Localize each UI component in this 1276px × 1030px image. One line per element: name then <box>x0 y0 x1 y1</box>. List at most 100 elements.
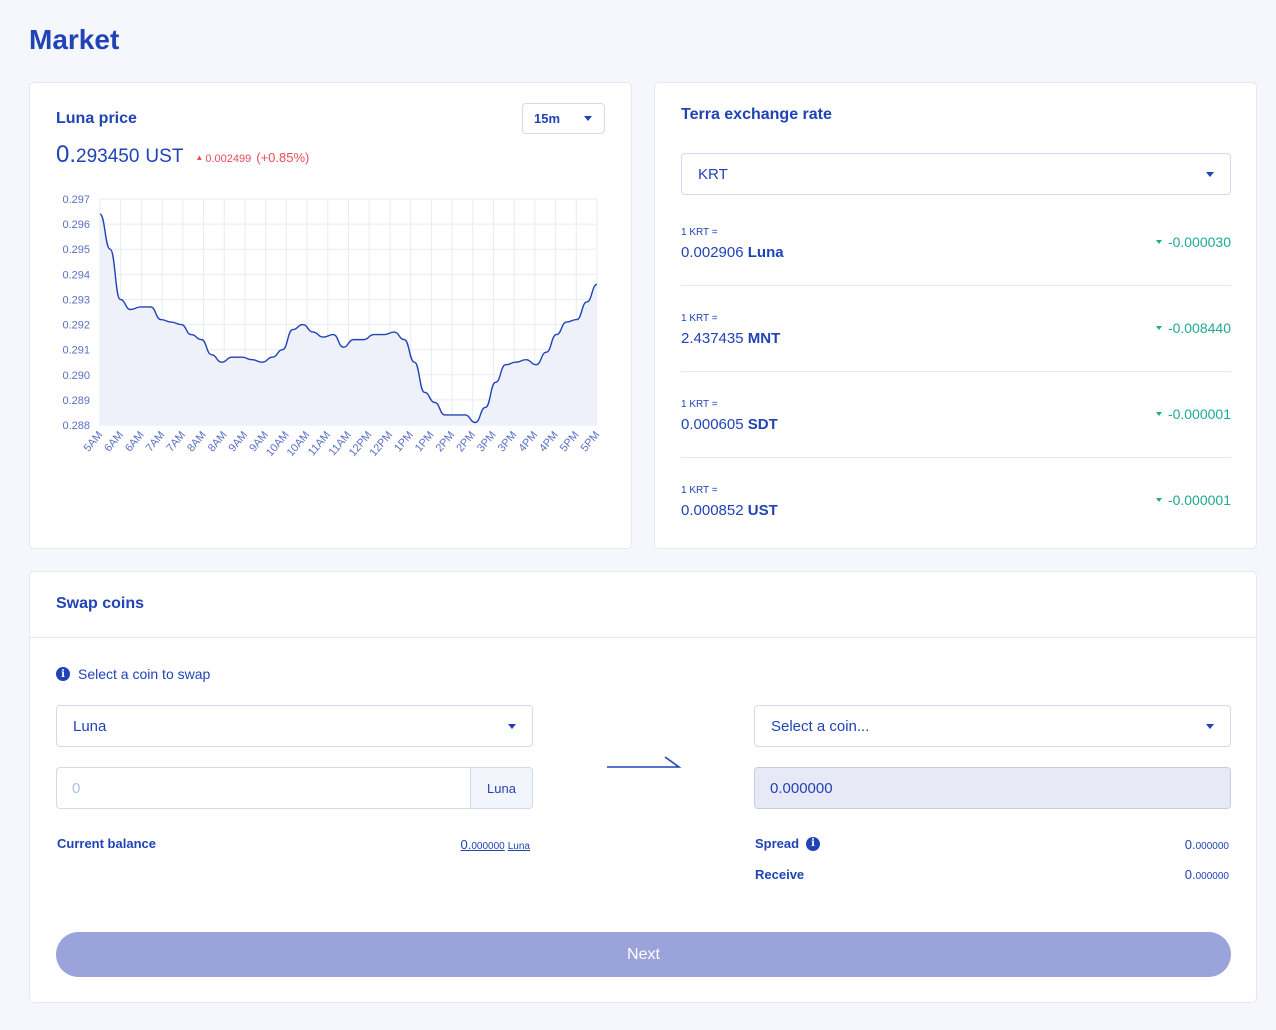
luna-price-title: Luna price <box>56 110 137 127</box>
y-tick-label: 0.294 <box>62 269 90 281</box>
swap-hint: i Select a coin to swap <box>56 666 210 682</box>
info-icon[interactable]: i <box>806 836 821 851</box>
x-tick-label: 8AM <box>185 429 209 454</box>
next-button[interactable]: Next <box>56 932 1231 977</box>
balance-label: Current balance <box>57 836 156 851</box>
to-coin-placeholder: Select a coin... <box>771 717 870 735</box>
x-tick-label: 4PM <box>516 429 540 454</box>
rate-symbol: MNT <box>747 330 781 347</box>
rate-value: 0.002906 Luna <box>681 244 784 261</box>
caret-down-icon <box>1155 326 1162 330</box>
rate-value: 0.000852 UST <box>681 502 778 519</box>
rate-label: 1 KRT = <box>681 313 718 324</box>
spread-label-text: Spread <box>755 836 800 851</box>
current-price: 0. 293450 UST ▲ 0.002499 (+0.85%) <box>56 141 309 169</box>
chevron-down-icon <box>1206 171 1214 177</box>
rate-change-value: -0.000030 <box>1167 234 1231 250</box>
y-tick-label: 0.291 <box>62 345 90 357</box>
rate-change: -0.000001 <box>1155 492 1231 508</box>
rate-value: 2.437435 MNT <box>681 330 780 347</box>
rate-number: 0.000605 <box>681 416 744 433</box>
price-unit: UST <box>145 146 184 167</box>
y-tick-label: 0.292 <box>62 320 90 332</box>
rate-row: 1 KRT = 0.000605 SDT -0.000001 <box>681 371 1231 457</box>
rate-symbol: SDT <box>747 416 778 433</box>
rate-change-value: -0.000001 <box>1167 492 1231 508</box>
receive-integer: 0. <box>1184 867 1196 882</box>
swap-output-field[interactable]: 0.000000 <box>754 767 1231 809</box>
rate-change: -0.000001 <box>1155 406 1231 422</box>
interval-value: 15m <box>534 111 561 126</box>
y-tick-label: 0.293 <box>62 294 90 306</box>
x-tick-label: 9AM <box>227 429 251 454</box>
y-tick-label: 0.296 <box>62 219 90 231</box>
to-coin-select[interactable]: Select a coin... <box>754 705 1231 747</box>
luna-price-chart: 0.297 0.296 0.295 0.294 0.293 0.292 0.291 0.290… <box>62 194 602 459</box>
exchange-rate-card: Terra exchange rate KRT 1 KRT = 0.002906… <box>654 82 1257 549</box>
rate-row: 1 KRT = 0.002906 Luna -0.000030 <box>681 199 1231 285</box>
rate-symbol: UST <box>747 502 778 519</box>
spread-value: 0. 000000 <box>1185 837 1229 852</box>
amount-unit: Luna <box>470 767 533 809</box>
swap-hint-text: Select a coin to swap <box>78 666 211 682</box>
swap-output-value: 0.000000 <box>770 779 833 797</box>
x-tick-label: 3PM <box>496 429 520 454</box>
from-coin-value: Luna <box>73 717 107 735</box>
x-tick-label: 2PM <box>434 429 458 454</box>
from-coin-select[interactable]: Luna <box>56 705 533 747</box>
balance-integer: 0. <box>460 837 472 852</box>
x-tick-label: 1PM <box>392 429 416 454</box>
rate-value: 0.000605 SDT <box>681 416 778 433</box>
exchange-rate-title: Terra exchange rate <box>681 106 832 123</box>
rate-change: -0.008440 <box>1155 320 1231 336</box>
caret-down-icon <box>1155 240 1162 244</box>
receive-label: Receive <box>755 867 805 882</box>
rate-label: 1 KRT = <box>681 485 718 496</box>
rate-change-value: -0.008440 <box>1167 320 1231 336</box>
rate-row: 1 KRT = 0.000852 UST -0.000001 <box>681 457 1231 543</box>
price-change: ▲ 0.002499 (+0.85%) <box>195 150 309 165</box>
balance-link[interactable]: 0. 000000 Luna <box>461 837 530 852</box>
interval-select[interactable]: 15m <box>522 103 605 134</box>
y-tick-label: 0.297 <box>62 194 90 206</box>
rate-number: 0.000852 <box>681 502 744 519</box>
swap-coins-card: Swap coins i Select a coin to swap Luna … <box>29 571 1257 1003</box>
currency-select-value: KRT <box>698 165 728 183</box>
rate-number: 0.002906 <box>681 244 744 261</box>
rate-change: -0.000030 <box>1155 234 1231 250</box>
info-icon: i <box>56 667 70 681</box>
price-change-percent: (+0.85%) <box>256 150 310 165</box>
triangle-up-icon: ▲ <box>195 153 204 162</box>
price-change-value: 0.002499 <box>205 153 252 165</box>
x-tick-label: 12PM <box>368 429 396 459</box>
rate-label: 1 KRT = <box>681 399 718 410</box>
x-tick-label: 3PM <box>475 429 499 454</box>
rate-label: 1 KRT = <box>681 227 718 238</box>
luna-price-card: Luna price 15m 0. 293450 UST ▲ 0.002499 … <box>29 82 632 549</box>
chevron-down-icon <box>508 723 516 729</box>
currency-select[interactable]: KRT <box>681 153 1231 195</box>
arrow-right-icon <box>607 756 682 768</box>
price-area <box>100 214 597 425</box>
caret-down-icon <box>1155 412 1162 416</box>
swap-coins-title: Swap coins <box>56 595 145 612</box>
x-tick-label: 10AM <box>285 429 313 459</box>
x-tick-label: 5PM <box>558 429 582 454</box>
x-tick-label: 1PM <box>413 429 437 454</box>
receive-value: 0. 000000 <box>1185 867 1229 882</box>
receive-decimals: 000000 <box>1195 871 1229 882</box>
balance-decimals: 000000 <box>471 841 505 852</box>
rate-change-value: -0.000001 <box>1167 406 1231 422</box>
y-tick-label: 0.288 <box>62 420 90 432</box>
x-tick-label: 6AM <box>123 429 147 454</box>
rate-number: 2.437435 <box>681 330 744 347</box>
divider <box>30 637 1256 638</box>
y-tick-label: 0.290 <box>62 370 90 382</box>
swap-amount-input[interactable] <box>56 767 470 809</box>
price-line <box>99 213 598 424</box>
x-tick-label: 4PM <box>537 429 561 454</box>
x-tick-label: 11AM <box>306 429 333 458</box>
y-tick-label: 0.289 <box>62 395 90 407</box>
spread-decimals: 000000 <box>1195 841 1229 852</box>
x-tick-label: 5AM <box>82 429 106 454</box>
